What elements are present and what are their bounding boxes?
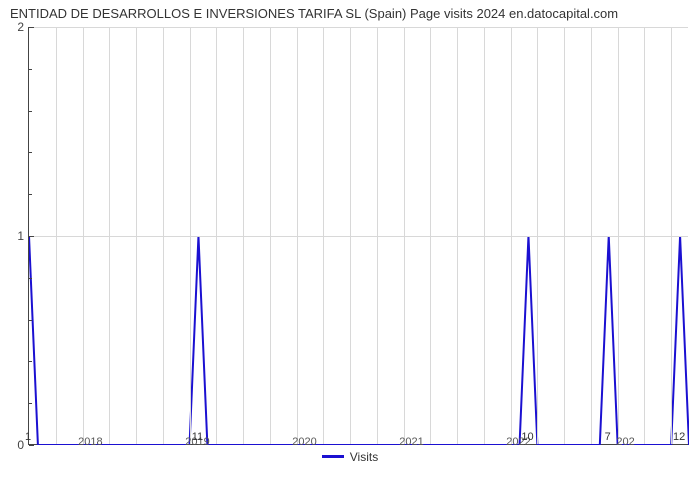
gridline-h bbox=[29, 27, 688, 28]
y-tick bbox=[29, 27, 34, 28]
legend-swatch bbox=[322, 455, 344, 458]
plot-area bbox=[28, 27, 688, 445]
gridline-v bbox=[404, 27, 405, 444]
gridline-v bbox=[564, 27, 565, 444]
gridline-v bbox=[270, 27, 271, 444]
gridline-v bbox=[430, 27, 431, 444]
gridline-v bbox=[83, 27, 84, 444]
gridline-v bbox=[671, 27, 672, 444]
y-tick-label: 1 bbox=[8, 229, 24, 243]
gridline-v bbox=[323, 27, 324, 444]
y-tick-label: 2 bbox=[8, 20, 24, 34]
gridline-v bbox=[243, 27, 244, 444]
y-tick-label: 0 bbox=[8, 438, 24, 452]
gridline-v bbox=[511, 27, 512, 444]
y-tick-minor bbox=[29, 111, 32, 112]
gridline-v bbox=[484, 27, 485, 444]
gridline-v bbox=[457, 27, 458, 444]
chart-title: ENTIDAD DE DESARROLLOS E INVERSIONES TAR… bbox=[0, 0, 700, 25]
y-tick-minor bbox=[29, 194, 32, 195]
x-tick-label: 202 bbox=[616, 436, 634, 448]
y-tick bbox=[29, 236, 34, 237]
gridline-h bbox=[29, 236, 688, 237]
legend: Visits bbox=[0, 450, 700, 468]
gridline-v bbox=[350, 27, 351, 444]
x-tick-label: 2020 bbox=[292, 436, 316, 448]
chart-container: Visits 012201820192020202120222021111071… bbox=[0, 25, 700, 468]
gridline-v bbox=[537, 27, 538, 444]
y-tick-minor bbox=[29, 361, 32, 362]
gridline-v bbox=[136, 27, 137, 444]
gridline-v bbox=[216, 27, 217, 444]
gridline-v bbox=[109, 27, 110, 444]
gridline-v bbox=[618, 27, 619, 444]
x-tick-label: 2018 bbox=[78, 436, 102, 448]
gridline-v bbox=[297, 27, 298, 444]
gridline-v bbox=[591, 27, 592, 444]
y-tick-minor bbox=[29, 403, 32, 404]
x-tick-label: 2022 bbox=[506, 436, 530, 448]
legend-label: Visits bbox=[350, 450, 378, 464]
gridline-v bbox=[190, 27, 191, 444]
y-tick-minor bbox=[29, 320, 32, 321]
gridline-v bbox=[644, 27, 645, 444]
line-series-visits bbox=[29, 27, 689, 445]
y-tick-minor bbox=[29, 278, 32, 279]
x-tick-label: 2019 bbox=[185, 436, 209, 448]
x-tick-label: 2021 bbox=[399, 436, 423, 448]
y-tick bbox=[29, 445, 34, 446]
y-tick-minor bbox=[29, 69, 32, 70]
gridline-v bbox=[163, 27, 164, 444]
gridline-v bbox=[377, 27, 378, 444]
gridline-v bbox=[56, 27, 57, 444]
y-tick-minor bbox=[29, 152, 32, 153]
